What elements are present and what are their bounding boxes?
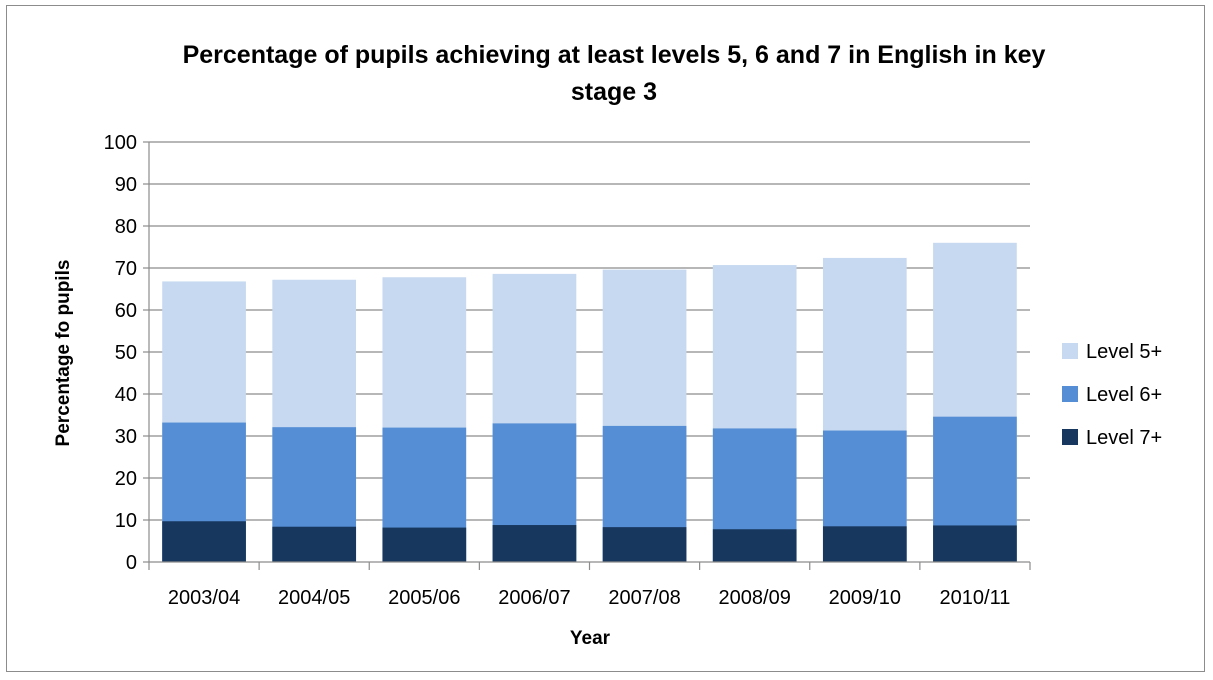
legend-label: Level 7+ [1086,427,1162,449]
y-tick-label: 30 [115,426,137,448]
x-tick-label: 2005/06 [388,587,460,609]
axes [148,142,1031,570]
y-tick-labels: 0 10 20 30 40 50 60 70 80 90 100 [104,132,137,574]
y-tick-label: 40 [115,384,137,406]
bar-level-7--2006-07 [492,525,577,562]
x-tick-label: 2004/05 [278,587,350,609]
bar-level-7--2010-11 [933,525,1017,562]
y-tick-label: 10 [115,510,137,532]
x-axis-title: Year [570,628,611,649]
bars [162,242,1017,563]
y-tick-label: 70 [115,258,137,280]
bar-level-7--2007-08 [602,527,687,562]
bar-level-7--2005-06 [382,527,467,562]
chart-title-line-2: stage 3 [571,78,657,106]
y-axis-title: Percentage fo pupils [53,260,74,447]
legend-label: Level 6+ [1086,384,1162,406]
x-tick-label: 2009/10 [829,587,901,609]
bar-level-7--2004-05 [272,526,357,562]
y-tick-label: 100 [104,132,137,154]
legend-swatch [1062,343,1078,359]
bar-level-7--2008-09 [712,529,797,562]
x-tick-label: 2010/11 [940,587,1011,609]
legend-swatch [1062,386,1078,402]
x-tick-label: 2008/09 [719,587,791,609]
bar-level-7--2009-10 [822,526,907,562]
x-tick-label: 2007/08 [608,587,680,609]
chart-title-line-1: Percentage of pupils achieving at least … [183,41,1046,69]
legend-label: Level 5+ [1086,341,1162,363]
x-tick-label: 2006/07 [498,587,570,609]
bar-level-7--2003-04 [162,521,246,562]
y-tick-label: 0 [126,552,137,574]
x-tick-label: 2003/04 [168,587,240,609]
y-tick-label: 80 [115,216,137,238]
y-tick-label: 60 [115,300,137,322]
y-tick-label: 50 [115,342,137,364]
y-tick-label: 20 [115,468,137,490]
legend-swatch [1062,429,1078,445]
legend: Level 5+ Level 6+ Level 7+ [1062,341,1162,449]
y-tick-label: 90 [115,174,137,196]
x-tick-labels: 2003/04 2004/05 2005/06 2006/07 2007/08 2008/… [168,587,1010,609]
